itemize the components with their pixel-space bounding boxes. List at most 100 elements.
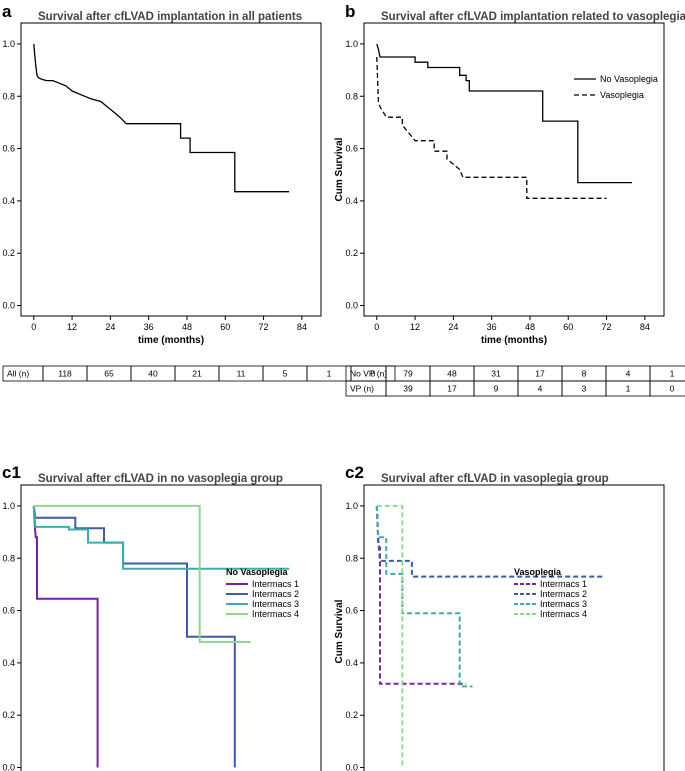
y-tick-label: 0.4 bbox=[2, 658, 15, 668]
table-cell bbox=[649, 365, 685, 382]
table-cell-value: 21 bbox=[192, 369, 202, 379]
series-line-c2-3 bbox=[376, 504, 404, 768]
risk-table-b: No VP (n)794831178410VP (n)3917943100 bbox=[345, 365, 685, 397]
series-line-c2-2 bbox=[375, 505, 473, 688]
x-axis-label: time (months) bbox=[481, 335, 547, 346]
y-tick-label: 1.0 bbox=[2, 501, 15, 511]
y-tick-label: 0.2 bbox=[2, 710, 15, 720]
y-tick-label: 0.0 bbox=[2, 763, 15, 771]
y-tick-label: 1.0 bbox=[345, 39, 358, 49]
legend-entry-c2-3: Intermacs 4 bbox=[540, 609, 587, 619]
x-tick-label: 24 bbox=[105, 322, 115, 332]
table-cell-value: 17 bbox=[535, 369, 545, 379]
x-tick-label: 72 bbox=[259, 322, 269, 332]
x-tick-label: 84 bbox=[297, 322, 307, 332]
table-cell-value: 8 bbox=[582, 369, 587, 379]
legend-title-c2: Vasoplegia bbox=[514, 567, 562, 577]
table-cell-value: 1 bbox=[626, 384, 631, 394]
plot-frame-b bbox=[363, 22, 665, 317]
legend-entry-c2-1: Intermacs 2 bbox=[540, 589, 587, 599]
x-tick-label: 60 bbox=[220, 322, 230, 332]
panel-label-c2: c2 bbox=[345, 463, 364, 482]
chart-title-b: Survival after cfLVAD implantation relat… bbox=[381, 11, 685, 23]
plot-frame-c1 bbox=[20, 484, 322, 771]
legend-entry-c2-2: Intermacs 3 bbox=[540, 599, 587, 609]
panel-label-c1: c1 bbox=[2, 463, 21, 482]
table-cell-value: 79 bbox=[403, 369, 413, 379]
x-tick-label: 36 bbox=[144, 322, 154, 332]
x-tick-label: 36 bbox=[487, 322, 497, 332]
x-axis-label: time (months) bbox=[138, 335, 204, 346]
y-tick-label: 0.4 bbox=[345, 658, 358, 668]
y-tick-label: 1.0 bbox=[345, 501, 358, 511]
y-tick-label: 0.2 bbox=[345, 248, 358, 258]
y-tick-label: 0.6 bbox=[2, 606, 15, 616]
chart-title-c1: Survival after cfLVAD in no vasoplegia g… bbox=[38, 473, 283, 485]
chart-c2: c2 Survival after cfLVAD in vasoplegia gr… bbox=[334, 463, 665, 771]
y-axis-label: Cum Survival bbox=[334, 599, 345, 663]
table-cell-value: 39 bbox=[403, 384, 413, 394]
y-tick-label: 0.2 bbox=[345, 710, 358, 720]
y-tick-label: 0.8 bbox=[345, 91, 358, 101]
chart-b: b Survival after cfLVAD implantation rela… bbox=[334, 2, 685, 346]
y-tick-label: 0.2 bbox=[2, 248, 15, 258]
x-tick-label: 48 bbox=[182, 322, 192, 332]
x-tick-label: 84 bbox=[640, 322, 650, 332]
series-line-c1-1 bbox=[32, 505, 236, 768]
y-axis-label: Cum Survival bbox=[0, 137, 2, 201]
y-tick-label: 0.6 bbox=[2, 144, 15, 154]
y-tick-label: 0.4 bbox=[345, 196, 358, 206]
legend-entry-c1-0: Intermacs 1 bbox=[252, 579, 299, 589]
y-axis-label: Cum Survival bbox=[334, 137, 345, 201]
legend-entry-b-1: Vasoplegia bbox=[600, 90, 644, 100]
series-line-a-0 bbox=[33, 43, 290, 193]
table-cell-value: 31 bbox=[491, 369, 501, 379]
table-cell-value: 48 bbox=[447, 369, 457, 379]
legend-entry-c1-1: Intermacs 2 bbox=[252, 589, 299, 599]
table-row-label: No VP (n) bbox=[350, 369, 387, 379]
table-cell-value: 11 bbox=[237, 369, 246, 379]
plot-frame-c2 bbox=[363, 484, 665, 771]
x-tick-label: 0 bbox=[374, 322, 379, 332]
y-tick-label: 0.6 bbox=[345, 144, 358, 154]
table-row-label: All (n) bbox=[7, 369, 29, 379]
series-line-c1-0 bbox=[32, 505, 99, 768]
risk-table-a: All (n) 118 65 40 21 11 5 1 0 bbox=[2, 365, 396, 382]
x-tick-label: 0 bbox=[31, 322, 36, 332]
panel-label-a: a bbox=[2, 2, 12, 21]
series-line-b-0 bbox=[376, 43, 633, 184]
x-tick-label: 12 bbox=[67, 322, 77, 332]
table-cell-value: 1 bbox=[670, 369, 675, 379]
x-tick-label: 48 bbox=[525, 322, 535, 332]
table-cell-value: 65 bbox=[104, 369, 114, 379]
panel-label-b: b bbox=[345, 2, 355, 21]
y-tick-label: 0.0 bbox=[2, 301, 15, 311]
legend-entry-c2-0: Intermacs 1 bbox=[540, 579, 587, 589]
chart-title-a: Survival after cfLVAD implantation in al… bbox=[38, 11, 302, 23]
table-cell-value: 3 bbox=[582, 384, 587, 394]
table-cell-value: 40 bbox=[148, 369, 158, 379]
y-tick-label: 0.6 bbox=[345, 606, 358, 616]
series-line-c1-2 bbox=[32, 505, 290, 570]
series-line-b-1 bbox=[376, 56, 607, 199]
y-tick-label: 0.8 bbox=[2, 91, 15, 101]
table-cell-value: 1 bbox=[327, 369, 332, 379]
legend-entry-b-0: No Vasoplegia bbox=[600, 74, 658, 84]
table-cell bbox=[649, 380, 685, 397]
y-tick-label: 0.4 bbox=[2, 196, 15, 206]
series-line-c2-0 bbox=[375, 505, 467, 685]
table-cell-value: 4 bbox=[538, 384, 543, 394]
table-row-label: VP (n) bbox=[350, 384, 374, 394]
y-tick-label: 0.0 bbox=[345, 301, 358, 311]
y-tick-label: 1.0 bbox=[2, 39, 15, 49]
y-tick-label: 0.8 bbox=[345, 553, 358, 563]
y-tick-label: 0.0 bbox=[345, 763, 358, 771]
legend-entry-c1-3: Intermacs 4 bbox=[252, 609, 299, 619]
chart-a: a Survival after cfLVAD implantation in a… bbox=[0, 2, 322, 346]
table-cell-value: 17 bbox=[447, 384, 457, 394]
y-tick-label: 0.8 bbox=[2, 553, 15, 563]
table-cell-value: 5 bbox=[283, 369, 288, 379]
chart-c1: c1 Survival after cfLVAD in no vasoplegia… bbox=[0, 463, 322, 771]
x-tick-label: 60 bbox=[563, 322, 573, 332]
